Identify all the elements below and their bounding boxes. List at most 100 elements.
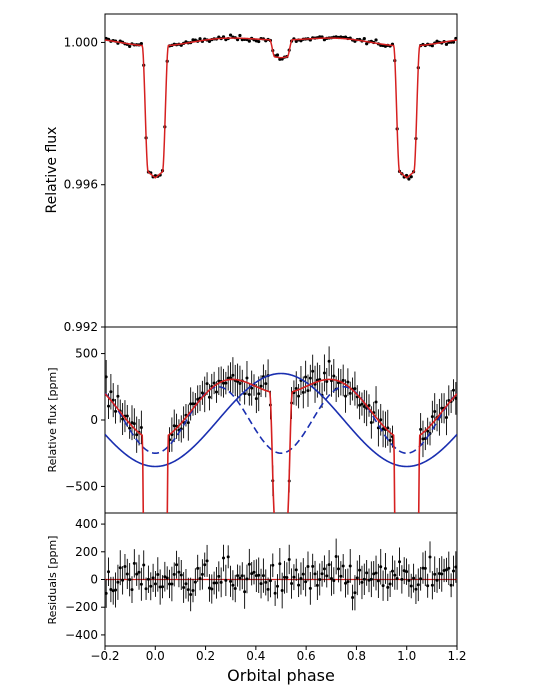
middle-data-point [341, 378, 345, 382]
residual-point [339, 574, 343, 578]
top-data-point [128, 44, 132, 49]
residual-point [177, 570, 181, 574]
middle-data-point [186, 421, 190, 425]
x-tick-label: 0.4 [246, 649, 265, 663]
residual-point [212, 581, 216, 585]
middle-data-point [205, 382, 209, 386]
residual-point [318, 577, 322, 581]
residual-point [107, 570, 111, 574]
middle-data-point [264, 382, 268, 386]
residual-point [163, 575, 167, 579]
residual-point [236, 574, 240, 578]
middle-data-point [433, 410, 437, 413]
top-data-point [430, 44, 434, 48]
residual-point [240, 574, 244, 578]
residual-point [325, 574, 329, 578]
middle-data-point [294, 386, 298, 390]
middle-data-point [367, 404, 371, 408]
x-axis-label: Orbital phase [227, 666, 335, 685]
residual-point [327, 563, 331, 567]
middle-data-point [421, 437, 425, 441]
residual-point [224, 578, 228, 582]
residual-point [280, 589, 284, 593]
residual-point [421, 566, 425, 570]
middle-data-point [200, 391, 204, 395]
middle-data-point [304, 375, 308, 379]
middle-data-point [207, 395, 211, 399]
bottom-y-tick-label: −200 [65, 600, 98, 614]
residual-point [402, 569, 406, 573]
residual-point [111, 589, 115, 593]
residual-point [365, 571, 369, 575]
top-data-point [191, 38, 195, 42]
middle-data-point [224, 381, 228, 385]
residual-point [292, 575, 296, 579]
residual-point [222, 556, 226, 560]
residual-point [168, 582, 172, 586]
residual-point [118, 566, 122, 570]
x-tick-label: −0.2 [90, 649, 119, 663]
bottom-y-tick-label: −400 [65, 628, 98, 642]
middle-data-point [135, 433, 139, 437]
top-data-point [365, 42, 369, 46]
residual-point [259, 582, 263, 586]
middle-data-point [107, 404, 111, 408]
middle-data-point [114, 409, 118, 413]
residual-point [360, 580, 364, 584]
x-tick-label: 0.2 [196, 649, 215, 663]
residual-point [294, 568, 298, 572]
middle-data-point [116, 394, 120, 398]
bottom-y-tick-label: 200 [75, 545, 98, 559]
top-data-point [409, 175, 413, 179]
x-tick-label: 0.6 [297, 649, 316, 663]
residual-point [104, 591, 108, 595]
cosine-model-line [105, 372, 457, 468]
residual-point [381, 584, 385, 588]
residual-point [299, 577, 303, 581]
middle-data-point [229, 376, 233, 380]
residual-point [247, 562, 251, 566]
middle-data-point [109, 390, 113, 394]
residual-point [254, 574, 258, 578]
middle-data-point [353, 387, 357, 391]
residual-point [388, 582, 392, 586]
middle-data-point [231, 373, 235, 377]
top-data-point [238, 33, 242, 38]
middle-data-point [358, 403, 362, 407]
residual-point [261, 574, 265, 578]
middle-data-point [374, 400, 378, 404]
residual-point [374, 571, 378, 575]
residual-point [116, 580, 120, 584]
residual-point [407, 579, 411, 583]
residual-point [313, 572, 317, 576]
top-model-line [104, 37, 458, 179]
residual-point [210, 587, 214, 591]
residual-point [400, 577, 404, 581]
residual-point [179, 573, 183, 577]
residual-point [426, 584, 430, 588]
middle-data-point [360, 402, 364, 406]
residual-point [304, 580, 308, 584]
residual-point [419, 577, 423, 581]
double-cosine-model-line [105, 385, 457, 455]
residual-point [198, 577, 202, 581]
residual-point [435, 578, 439, 582]
residual-point [334, 554, 338, 558]
middle-data-point [381, 427, 385, 431]
residual-point [264, 580, 268, 584]
residual-point [308, 586, 312, 590]
residual-point [355, 576, 359, 580]
residual-point [205, 559, 209, 563]
residual-point [283, 575, 287, 579]
middle-data-point [259, 384, 263, 388]
residual-point [367, 578, 371, 582]
middle-data-point [132, 422, 136, 426]
residual-point [257, 573, 261, 577]
middle-data-point [348, 391, 352, 395]
residual-point [123, 565, 127, 569]
middle-data-point [308, 376, 312, 380]
middle-data-point [362, 405, 366, 409]
residual-point [193, 580, 197, 584]
residual-point [226, 555, 230, 559]
